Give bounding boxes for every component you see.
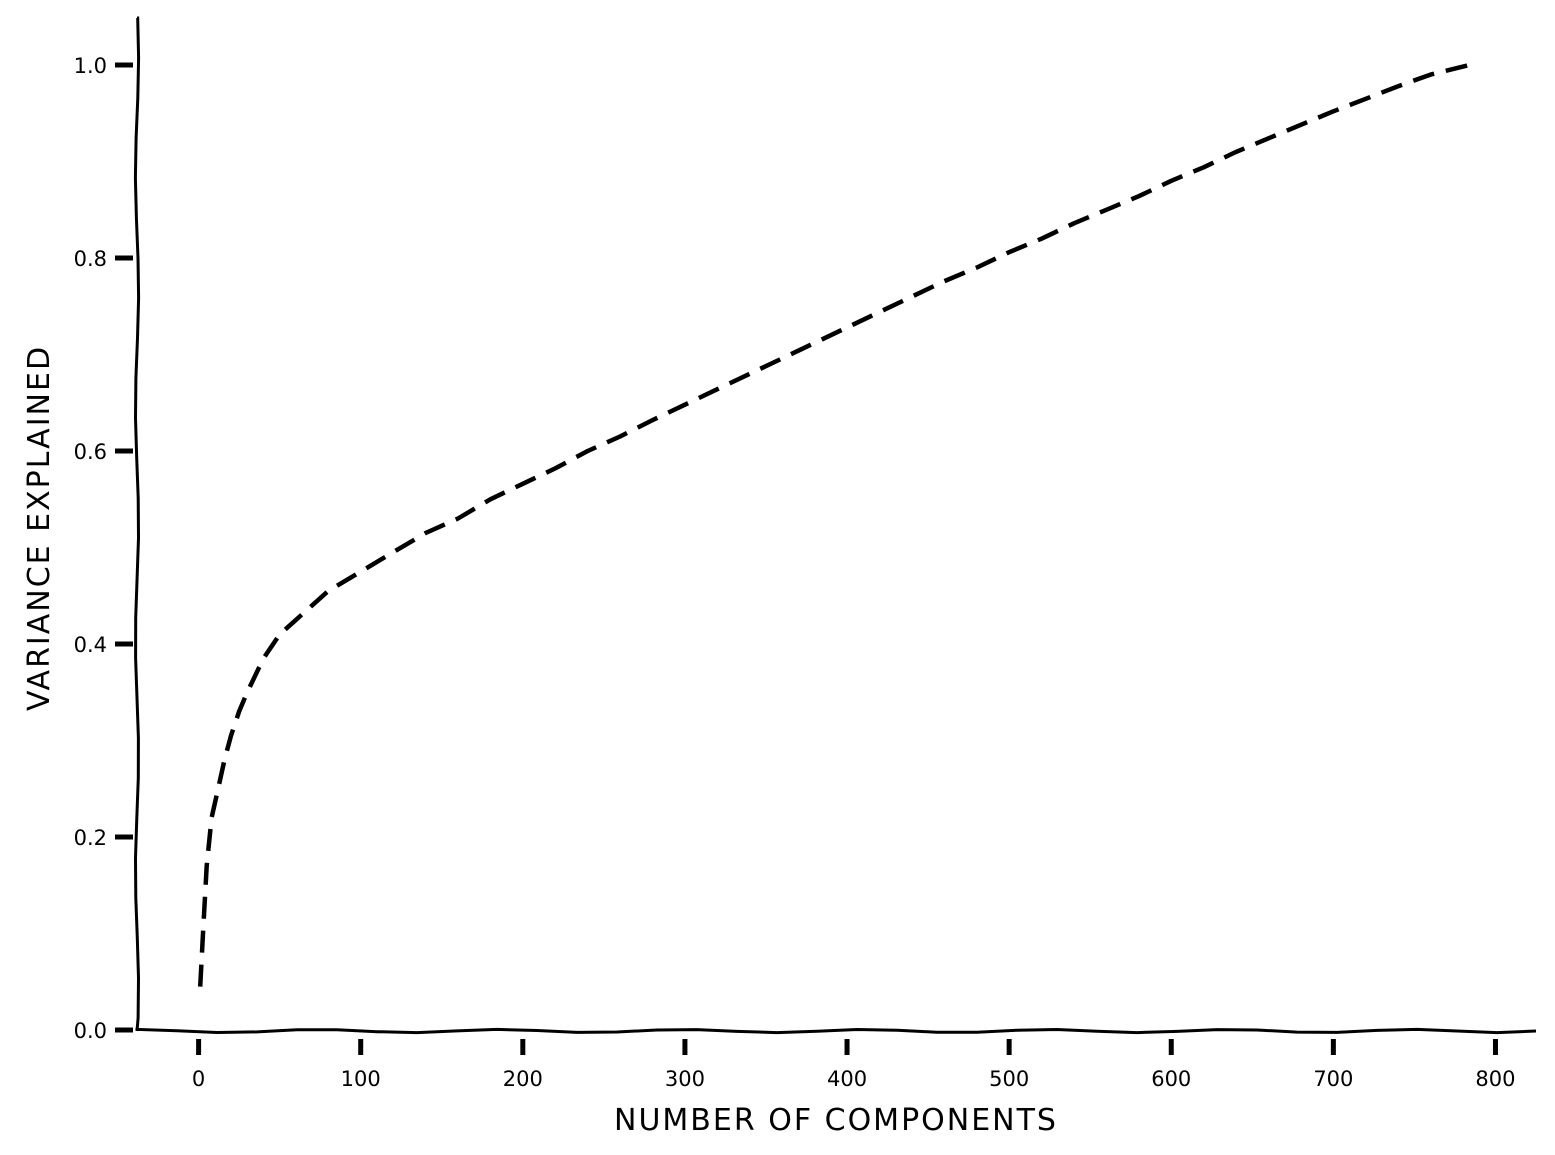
x-tick-label: 200 — [503, 1067, 543, 1091]
x-axis-label: NUMBER OF COMPONENTS — [614, 1103, 1058, 1138]
x-tick-label: 500 — [989, 1067, 1029, 1091]
x-tick-label: 0 — [192, 1067, 205, 1091]
y-tick-label: 0.0 — [74, 1019, 107, 1043]
series-line — [197, 62, 1471, 987]
x-tick-label: 300 — [665, 1067, 705, 1091]
x-tick-label: 700 — [1313, 1067, 1353, 1091]
y-axis-spine — [133, 16, 141, 1032]
y-axis-label: VARIANCE EXPLAINED — [22, 345, 57, 711]
y-tick-label: 0.8 — [74, 247, 107, 271]
y-tick-label: 0.2 — [74, 826, 107, 850]
x-axis: 0 100 200 300 400 500 600 700 800 — [135, 1027, 1537, 1091]
x-tick-label: 100 — [341, 1067, 381, 1091]
y-axis: 0.0 0.2 0.4 0.6 0.8 1.0 — [74, 16, 141, 1043]
x-tick-label: 800 — [1475, 1067, 1515, 1091]
x-axis-spine — [135, 1027, 1537, 1035]
plot-area — [197, 62, 1471, 987]
y-tick-label: 0.4 — [74, 633, 107, 657]
x-tick-label: 400 — [827, 1067, 867, 1091]
x-tick-label: 600 — [1151, 1067, 1191, 1091]
y-tick-label: 1.0 — [74, 54, 107, 78]
y-tick-label: 0.6 — [74, 440, 107, 464]
